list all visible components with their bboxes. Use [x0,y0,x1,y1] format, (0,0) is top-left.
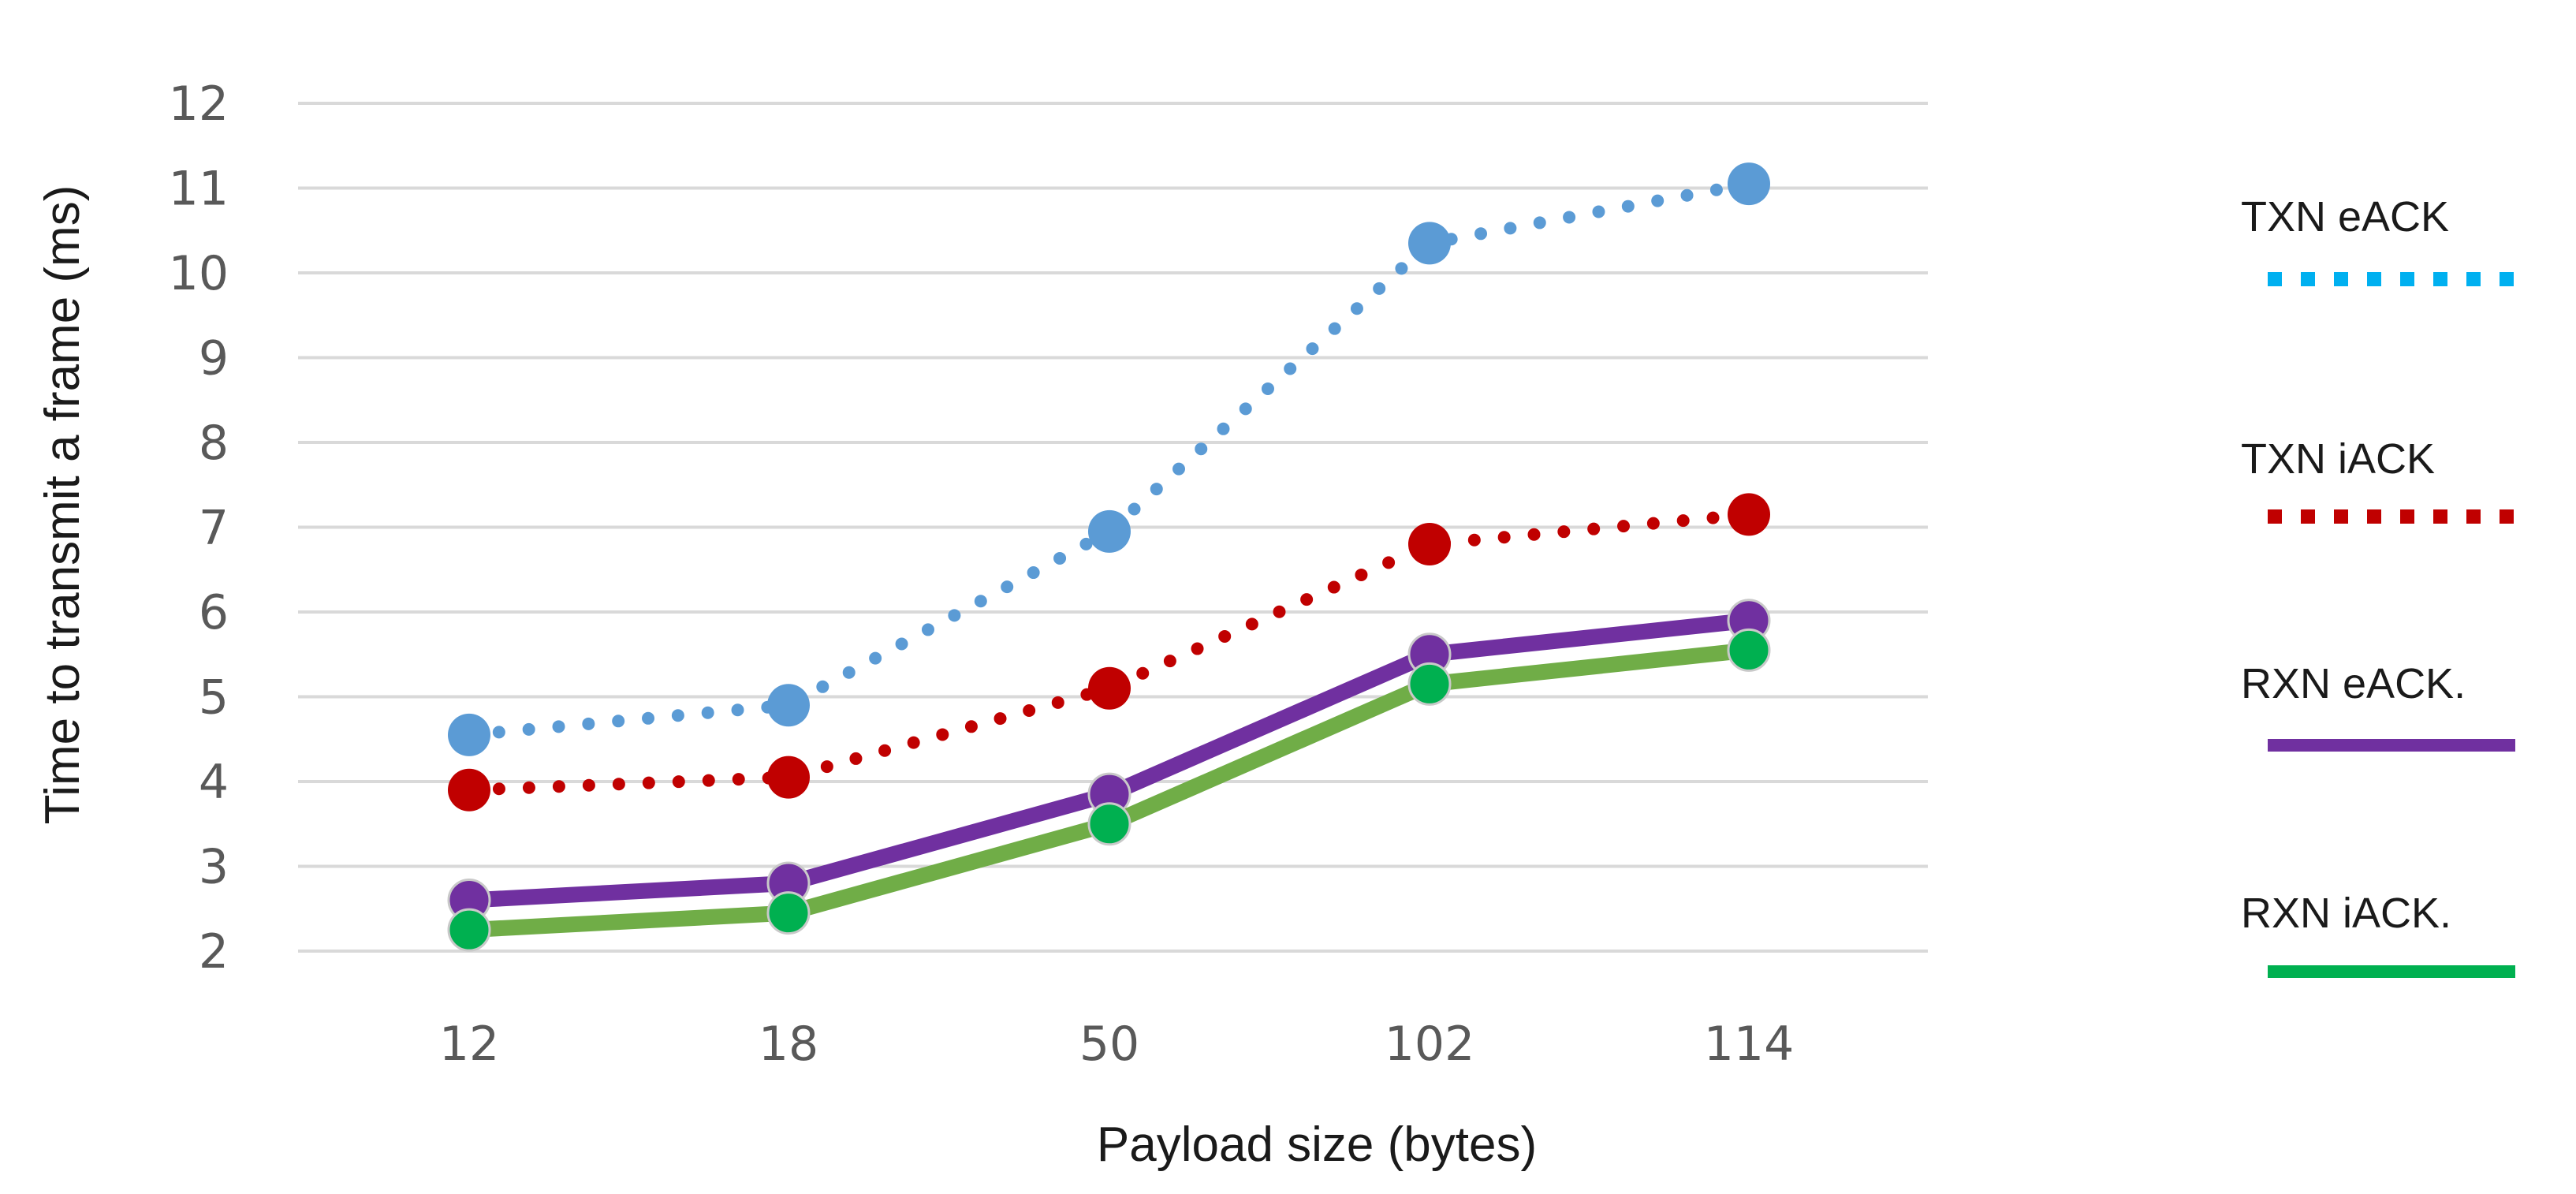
x-tick-label: 12 [439,1017,499,1072]
x-tick-label: 18 [759,1017,818,1072]
y-tick-label: 12 [169,76,229,132]
y-tick-label: 6 [199,585,229,640]
data-point-txn-iack [1088,666,1131,710]
x-axis-title: Payload size (bytes) [1097,1118,1537,1172]
legend-entry-rxn-iack: RXN iACK. [2241,890,2515,978]
y-axis-ticks: 2 3 4 5 6 7 8 9 10 11 12 [169,76,229,979]
data-point-rxn-iack [1087,802,1131,846]
data-point-txn-iack [1408,523,1451,565]
y-tick-label: 2 [199,924,229,979]
data-point-rxn-iack [447,908,491,952]
legend-label: TXN eACK [2241,193,2449,241]
data-point-txn-eack [767,684,810,727]
data-point-rxn-iack [766,891,811,935]
legend-label: TXN iACK [2241,435,2435,483]
y-tick-label: 8 [199,416,229,471]
legend-entry-rxn-eack: RXN eACK. [2241,660,2515,752]
y-tick-label: 4 [199,755,229,810]
data-point-rxn-iack [1727,628,1771,672]
data-point-txn-iack [767,756,810,799]
x-axis-ticks: 12 18 50 102 114 [439,1017,1794,1072]
data-point-txn-iack [448,768,490,812]
x-tick-label: 114 [1704,1017,1795,1072]
series-line-txn-eack [463,177,1755,741]
series-rxn-eack [447,599,1771,922]
x-tick-label: 50 [1079,1017,1139,1072]
series-lines [447,162,1771,952]
series-txn-eack [448,162,1770,756]
data-point-txn-eack [1408,222,1451,265]
y-tick-label: 10 [169,246,229,301]
y-tick-label: 9 [199,331,229,386]
y-axis-title: Time to transmit a frame (ms) [35,185,90,825]
legend-entry-txn-eack: TXN eACK [2241,193,2515,286]
data-point-rxn-iack [1407,662,1452,706]
data-point-txn-eack [1728,162,1770,206]
data-point-txn-iack [1728,493,1770,536]
x-tick-label: 102 [1385,1017,1475,1072]
data-point-txn-eack [1088,509,1131,553]
series-rxn-iack [447,628,1771,952]
y-tick-label: 3 [199,840,229,895]
series-txn-iack [448,493,1770,812]
y-tick-label: 5 [199,670,229,726]
y-tick-label: 7 [199,501,229,556]
legend-label: RXN iACK. [2241,890,2451,937]
data-point-txn-eack [448,713,490,756]
series-line-txn-iack [463,508,1755,797]
legend-entry-txn-iack: TXN iACK [2241,435,2515,524]
series-line-rxn-eack [461,612,1757,909]
legend-label: RXN eACK. [2241,660,2466,707]
y-tick-label: 11 [169,162,229,217]
legend: TXN eACK TXN iACK RXN eACK. RXN iACK. [2241,193,2515,978]
